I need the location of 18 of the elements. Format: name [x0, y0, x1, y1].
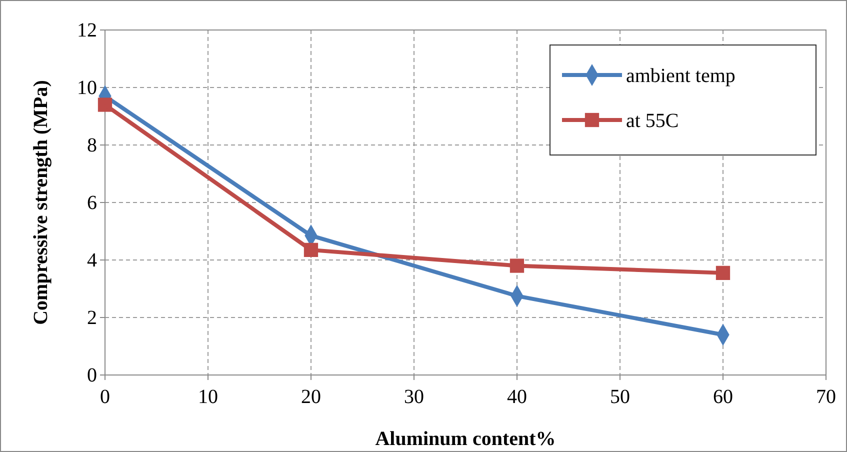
x-tick-label: 60 [713, 386, 733, 408]
x-tick-label: 40 [507, 386, 527, 408]
y-tick-label: 8 [87, 134, 97, 156]
y-tick-label: 6 [87, 192, 97, 214]
y-axis-title: Compressive strength (MPa) [30, 80, 52, 325]
x-tick-label: 50 [610, 386, 630, 408]
y-tick-label: 10 [77, 76, 97, 99]
y-tick-label: 12 [77, 19, 97, 42]
legend-label: at 55C [626, 110, 679, 132]
x-tick-label: 70 [816, 386, 836, 408]
x-tick-label: 30 [404, 386, 424, 408]
y-tick-label: 2 [87, 306, 97, 329]
x-tick-label: 10 [198, 386, 218, 408]
x-axis-title: Aluminum content% [375, 428, 556, 450]
legend-label: ambient temp [626, 65, 736, 87]
y-tick-label: 4 [87, 249, 97, 272]
x-tick-label: 20 [301, 386, 321, 408]
y-tick-label: 0 [87, 364, 97, 386]
